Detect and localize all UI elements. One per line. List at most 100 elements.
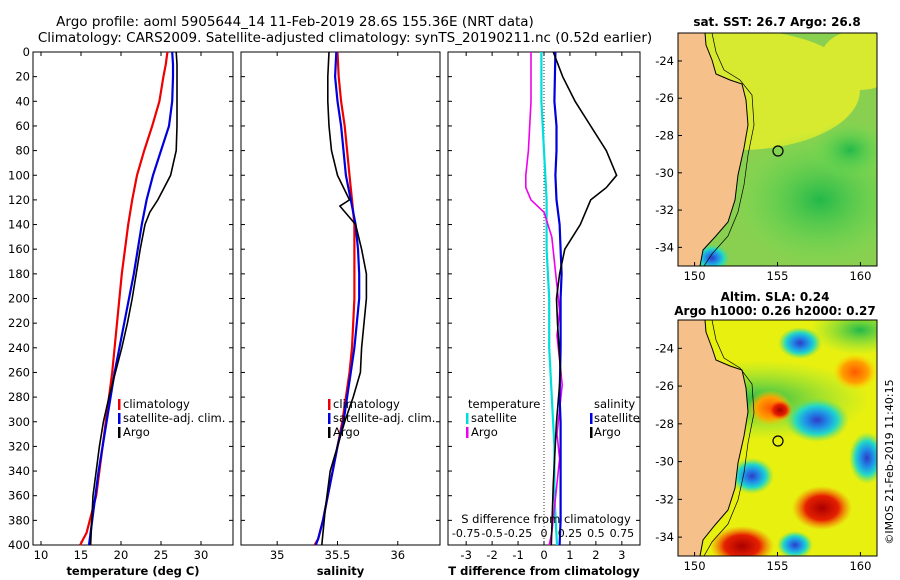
y-tick-label: 140	[8, 218, 30, 232]
x-tick-label: 3	[618, 548, 625, 562]
temperature-series-argo	[89, 51, 178, 546]
sla-map-subtitle: Argo h1000: 0.26 h2000: 0.27	[674, 304, 875, 318]
x-tick-label: 1	[566, 548, 573, 562]
legend-entry: temperature	[468, 397, 540, 411]
x-tick-label: 20	[114, 548, 129, 562]
legend-entry: Argo	[594, 425, 621, 439]
map-x-tick-label: 150	[684, 269, 706, 283]
legend-entry: Argo	[471, 425, 498, 439]
sla-eddy-blue-3	[849, 432, 877, 484]
map-x-tick-label: 160	[849, 269, 871, 283]
legend-entry: satellite	[594, 411, 640, 425]
map-y-tick-label: -32	[655, 203, 674, 217]
y-tick-label: 180	[8, 267, 30, 281]
map-y-tick-label: -24	[655, 341, 674, 355]
salinity-plot-frame	[240, 51, 441, 546]
y-tick-label: 240	[8, 341, 30, 355]
sla-shelf-contour	[703, 320, 755, 556]
legend-swatch	[118, 413, 121, 424]
legend-entry: Argo	[333, 425, 360, 439]
sla-eddy-blue-1	[778, 327, 822, 359]
x-tick-label: -3	[460, 548, 471, 562]
y-tick-label: 120	[8, 193, 30, 207]
x-tick-label: 35.5	[325, 548, 351, 562]
x-tick-label: 36	[390, 548, 405, 562]
sst-map	[678, 33, 877, 266]
y-tick-label: 20	[15, 70, 30, 84]
x-tick-label: 35	[270, 548, 285, 562]
y-tick-label: 360	[8, 489, 30, 503]
y-tick-label: 40	[15, 94, 30, 108]
y-tick-label: 100	[8, 168, 30, 182]
x-tick-label: 0	[540, 548, 547, 562]
sla-map	[678, 320, 877, 556]
y-tick-label: 280	[8, 390, 30, 404]
y-tick-label: 0	[23, 45, 30, 59]
map-x-tick-label: 150	[684, 559, 706, 573]
legend-swatch	[118, 399, 121, 410]
sst-map-axes: 150 155 160 -24 -26 -28 -30 -32 -34	[655, 54, 871, 283]
salinity-panel: 35 35.5 36 salinity climatologysatellite-adj…	[240, 51, 441, 578]
x-tick-label: 30	[194, 548, 209, 562]
sla-eddy-orange-2	[833, 354, 877, 390]
sst-coast-land	[678, 33, 749, 266]
sla-map-title: Altim. SLA: 0.24	[721, 290, 830, 304]
map-x-tick-label: 155	[767, 559, 789, 573]
sst-argo-marker	[772, 145, 784, 157]
x-tick-label: 25	[154, 548, 169, 562]
map-y-tick-label: -30	[655, 455, 674, 469]
y-tick-label: 60	[15, 119, 30, 133]
sla-eddy-red-3	[710, 526, 774, 556]
y-tick-label: 380	[8, 513, 30, 527]
y-tick-label: 320	[8, 439, 30, 453]
legend-swatch	[118, 427, 121, 438]
map-y-tick-label: -34	[655, 240, 674, 254]
top-x-tick-label: 0	[541, 527, 548, 540]
legend-entry: Argo	[123, 425, 150, 439]
map-x-tick-label: 160	[849, 559, 871, 573]
sla-eddy-red-2	[792, 486, 852, 530]
header-line-1: Argo profile: aoml 5905644_14 11-Feb-201…	[56, 14, 534, 30]
map-y-tick-label: -30	[655, 166, 674, 180]
temperature-series-satellite-adj-clim-	[87, 51, 175, 546]
top-x-tick-label: -0.5	[481, 527, 502, 540]
legend-swatch	[328, 427, 331, 438]
legend-entry: salinity	[594, 397, 635, 411]
legend-entry: satellite-adj. clim.	[333, 411, 435, 425]
y-tick-label: 80	[15, 144, 30, 158]
sst-map-title: sat. SST: 26.7 Argo: 26.8	[693, 15, 860, 29]
x-tick-label: -2	[486, 548, 497, 562]
map-y-tick-label: -28	[655, 129, 674, 143]
sla-green-band-2	[810, 320, 877, 355]
sla-coast-land	[678, 320, 749, 556]
top-x-tick-label: -0.25	[504, 527, 532, 540]
salinity-series-argo	[321, 51, 368, 546]
y-tick-label: 260	[8, 365, 30, 379]
sla-eddy-blue-5	[777, 531, 813, 556]
salinity-xlabel: salinity	[317, 564, 365, 578]
map-y-tick-label: -32	[655, 492, 674, 506]
sla-eddy-red-1	[768, 400, 792, 420]
y-tick-label: 300	[8, 415, 30, 429]
legend-entry: climatology	[123, 397, 190, 411]
sst-green-zone-2	[810, 120, 877, 180]
y-tick-label: 340	[8, 464, 30, 478]
y-tick-label: 160	[8, 242, 30, 256]
y-tick-label: 200	[8, 292, 30, 306]
temperature-xlabel: temperature (deg C)	[66, 564, 199, 578]
x-tick-label: 10	[34, 548, 49, 562]
temperature-panel: 0 20 40 60 80 100 120 140 160 180 200 220 240 260 280 3…	[8, 45, 234, 578]
x-tick-label: 15	[74, 548, 89, 562]
legend-swatch	[328, 413, 331, 424]
top-axis-label: S difference from climatology	[461, 512, 631, 526]
legend-swatch	[590, 413, 593, 424]
difference-series-s-diff-satellite	[553, 51, 563, 546]
top-x-tick-label: 0.75	[610, 527, 635, 540]
sla-map-axes: 150 155 160 -24 -26 -28 -30 -32 -34	[655, 341, 871, 573]
imos-watermark: ©IMOS 21-Feb-2019 11:40:15	[883, 379, 896, 544]
legend-swatch	[590, 427, 593, 438]
x-tick-label: 2	[592, 548, 599, 562]
sst-shelf-contour	[703, 33, 755, 266]
map-y-tick-label: -28	[655, 417, 674, 431]
